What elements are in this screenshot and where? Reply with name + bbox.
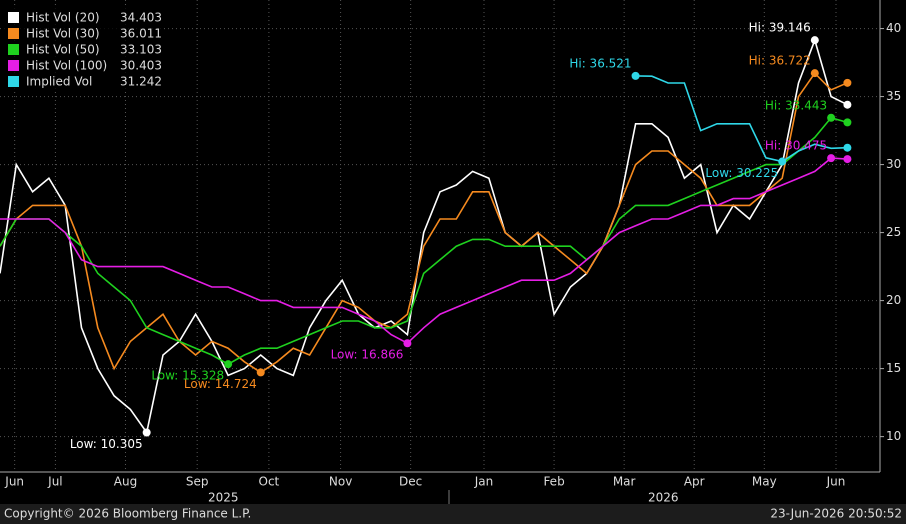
last-value-dot xyxy=(843,78,852,87)
legend-label: Hist Vol (50) xyxy=(26,43,100,57)
annotation-dot xyxy=(827,154,836,163)
legend-label: Implied Vol xyxy=(26,75,92,89)
footer-bar xyxy=(0,504,906,524)
last-value-dot xyxy=(843,118,852,127)
legend-label: Hist Vol (30) xyxy=(26,27,100,41)
legend-label: Hist Vol (100) xyxy=(26,59,107,73)
series-line xyxy=(0,71,848,374)
annotation-dot xyxy=(142,428,151,437)
annotation-dot xyxy=(403,339,412,348)
last-value-dot xyxy=(843,143,852,152)
x-tick-label: Oct xyxy=(259,475,280,489)
last-value-dot xyxy=(843,155,852,164)
y-tick-label: 10 xyxy=(886,429,901,443)
legend-value: 34.403 xyxy=(120,11,162,25)
legend-value: 33.103 xyxy=(120,43,162,57)
legend-value: 30.403 xyxy=(120,59,162,73)
annotation-dot xyxy=(810,69,819,78)
annotation-dot xyxy=(810,36,819,45)
legend-swatch xyxy=(8,60,19,71)
legend-swatch xyxy=(8,28,19,39)
x-tick-label: Jun xyxy=(4,475,24,489)
legend-swatch xyxy=(8,76,19,87)
x-tick-label: May xyxy=(752,475,777,489)
legend-value: 36.011 xyxy=(120,27,162,41)
annotation-label: Hi: 33.443 xyxy=(765,98,827,112)
legend-label: Hist Vol (20) xyxy=(26,11,100,25)
y-tick-label: 15 xyxy=(886,361,901,375)
footer-timestamp: 23-Jun-2026 20:50:52 xyxy=(770,507,902,521)
y-tick-label: 20 xyxy=(886,293,901,307)
x-tick-label: Jul xyxy=(47,475,62,489)
y-tick-label: 25 xyxy=(886,225,901,239)
annotation-label: Low: 16.866 xyxy=(331,348,404,362)
y-tick-label: 40 xyxy=(886,21,901,35)
x-tick-label: Dec xyxy=(399,475,422,489)
annotation-label: Low: 10.305 xyxy=(70,437,143,451)
annotation-dot xyxy=(827,113,836,122)
last-value-dot xyxy=(843,100,852,109)
series-line xyxy=(0,116,848,366)
annotation-dot xyxy=(224,360,233,369)
legend-swatch xyxy=(8,44,19,55)
annotation-label: Hi: 30.475 xyxy=(765,139,827,153)
x-tick-label: Feb xyxy=(543,475,564,489)
legend-swatch xyxy=(8,12,19,23)
x-tick-label: Jun xyxy=(826,475,846,489)
x-tick-label: Apr xyxy=(684,475,705,489)
annotation-label: Hi: 36.521 xyxy=(569,56,631,70)
year-label: 2026 xyxy=(648,491,679,505)
legend-box xyxy=(2,6,162,92)
annotation-dot xyxy=(256,368,265,377)
x-tick-label: Mar xyxy=(613,475,636,489)
annotation-label: Hi: 36.722 xyxy=(749,54,811,68)
legend-value: 31.242 xyxy=(120,75,162,89)
annotation-label: Low: 15.328 xyxy=(151,369,224,383)
x-tick-label: Nov xyxy=(329,475,352,489)
annotation-dot xyxy=(778,157,787,166)
annotation-label: Hi: 39.146 xyxy=(749,21,811,35)
year-label: 2025 xyxy=(208,491,239,505)
series-line xyxy=(635,75,848,163)
y-tick-label: 30 xyxy=(886,157,901,171)
annotation-label: Low: 30.225 xyxy=(705,166,778,180)
series-line xyxy=(0,157,848,345)
footer-copyright: Copyright© 2026 Bloomberg Finance L.P. xyxy=(4,507,251,521)
annotation-label: Low: 14.724 xyxy=(184,377,257,391)
x-tick-label: Jan xyxy=(474,475,494,489)
annotation-dot xyxy=(631,71,640,80)
x-tick-label: Sep xyxy=(186,475,209,489)
y-tick-label: 35 xyxy=(886,89,901,103)
x-tick-label: Aug xyxy=(114,475,137,489)
